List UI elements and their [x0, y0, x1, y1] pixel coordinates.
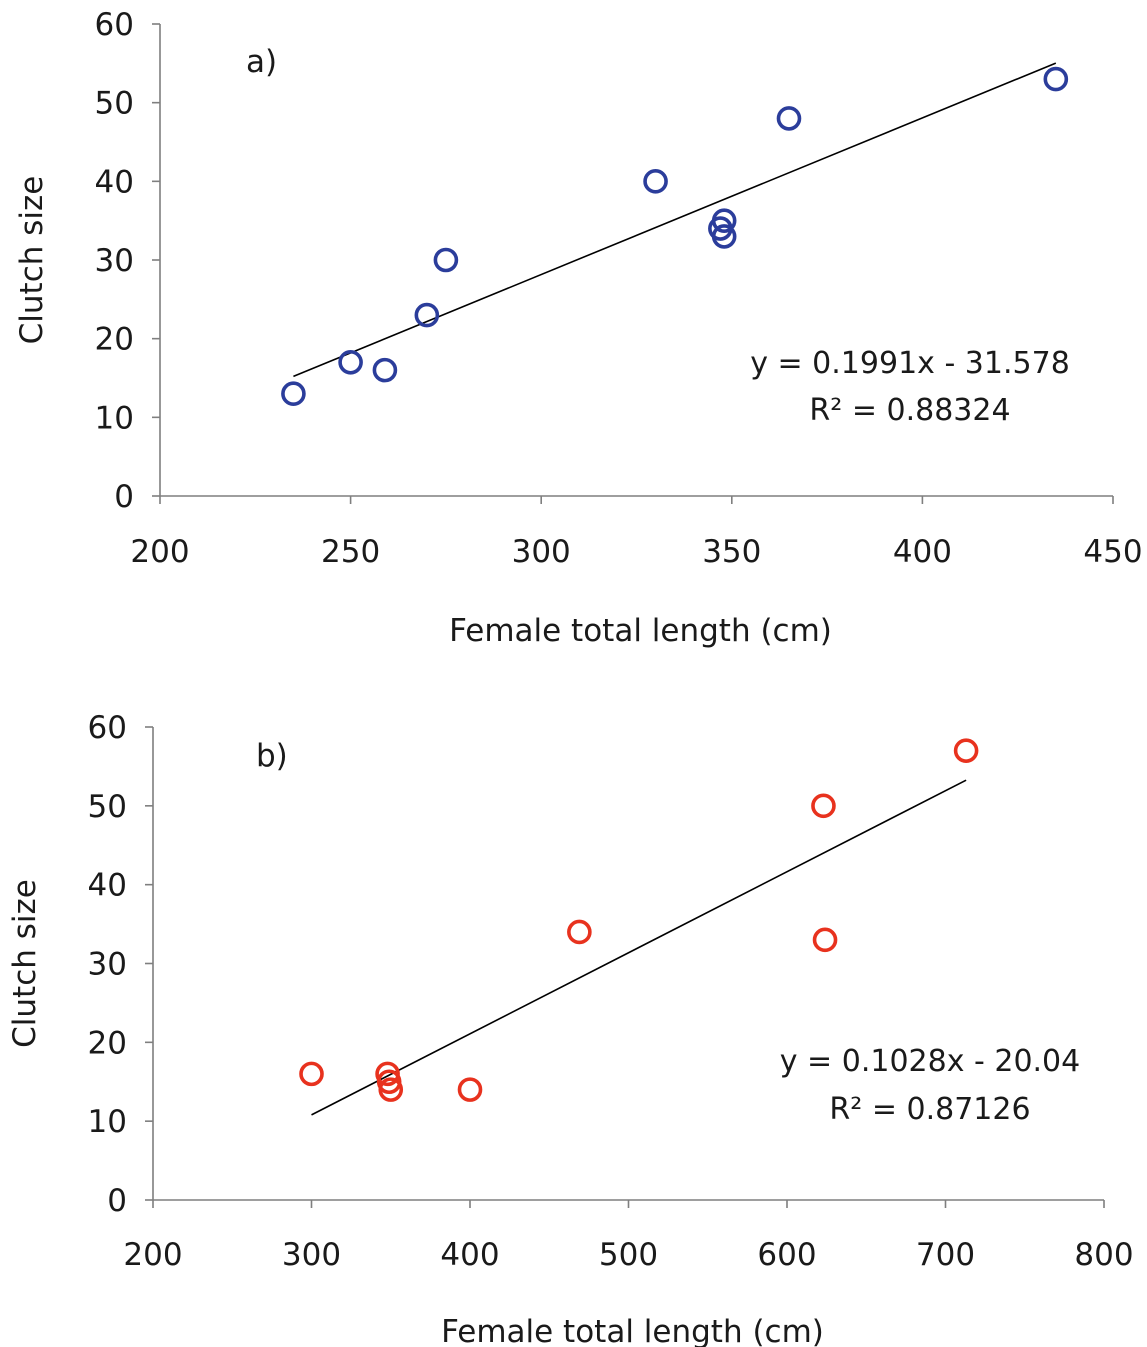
- a-x-tick-label: 400: [893, 534, 952, 570]
- b-data-point: [811, 793, 836, 819]
- b-regression-equation: y = 0.1028x - 20.04: [780, 1044, 1080, 1079]
- b-y-tick-label: 60: [88, 710, 127, 746]
- a-data-point: [1043, 66, 1069, 92]
- a-data-point: [281, 381, 306, 407]
- b-y-axis-title: Clutch size: [7, 879, 43, 1048]
- a-y-tick-label: 40: [95, 164, 134, 200]
- a-data-point: [643, 169, 668, 194]
- b-x-tick-label: 400: [440, 1237, 499, 1273]
- b-data-point: [457, 1077, 483, 1102]
- b-x-tick-label: 800: [1074, 1237, 1133, 1273]
- a-data-point: [711, 208, 737, 233]
- b-x-axis-title: Female total length (cm): [441, 1314, 824, 1347]
- b-x-tick-label: 200: [123, 1237, 182, 1273]
- a-data-point: [433, 247, 459, 273]
- b-y-tick-label: 30: [88, 947, 127, 983]
- a-y-tick-label: 20: [95, 322, 134, 358]
- a-x-tick-label: 200: [130, 534, 189, 570]
- a-y-tick-label: 30: [95, 243, 134, 279]
- a-x-tick-label: 350: [702, 534, 761, 570]
- a-panel-label: a): [246, 44, 277, 80]
- a-x-tick-label: 450: [1083, 534, 1142, 570]
- a-regression-equation: y = 0.1991x - 31.578: [750, 346, 1070, 381]
- a-x-tick-label: 300: [512, 534, 571, 570]
- b-data-point: [953, 738, 979, 763]
- b-y-tick-label: 0: [107, 1183, 127, 1219]
- a-trendline: [293, 62, 1057, 378]
- a-data-point: [372, 357, 398, 383]
- b-data-point: [812, 927, 838, 953]
- a-data-point: [711, 224, 737, 249]
- b-r-squared: R² = 0.87126: [829, 1092, 1030, 1127]
- b-trendline: [311, 779, 967, 1116]
- b-x-tick-label: 700: [916, 1237, 975, 1273]
- b-y-tick-label: 10: [88, 1104, 127, 1140]
- a-y-tick-label: 0: [114, 479, 134, 515]
- b-data-point: [299, 1061, 324, 1087]
- panel-b-chart: 0 10 20 30 40 50 60 200 300 400 500 600 700 800 Female…: [7, 710, 1134, 1347]
- b-y-tick-label: 20: [88, 1025, 127, 1061]
- a-data-point: [776, 106, 802, 131]
- b-data-point: [378, 1077, 404, 1102]
- b-data-point: [567, 919, 592, 945]
- a-r-squared: R² = 0.88324: [809, 393, 1010, 428]
- b-x-tick-label: 600: [757, 1237, 816, 1273]
- a-y-tick-label: 60: [95, 7, 134, 43]
- b-x-tick-label: 300: [282, 1237, 341, 1273]
- a-data-point: [414, 302, 440, 328]
- b-panel-label: b): [256, 738, 288, 774]
- b-y-tick-label: 50: [88, 789, 127, 825]
- b-x-tick-label: 500: [599, 1237, 658, 1273]
- a-y-tick-label: 10: [95, 400, 134, 436]
- a-y-tick-label: 50: [95, 86, 134, 122]
- a-data-point: [338, 349, 363, 375]
- b-y-tick-label: 40: [88, 868, 127, 904]
- a-y-axis-title: Clutch size: [14, 176, 50, 345]
- a-x-axis-title: Female total length (cm): [449, 613, 832, 649]
- a-x-tick-label: 250: [321, 534, 380, 570]
- panel-a-chart: 0 10 20 30 40 50 60 200 250 300 350 400 450 Female to…: [14, 7, 1143, 649]
